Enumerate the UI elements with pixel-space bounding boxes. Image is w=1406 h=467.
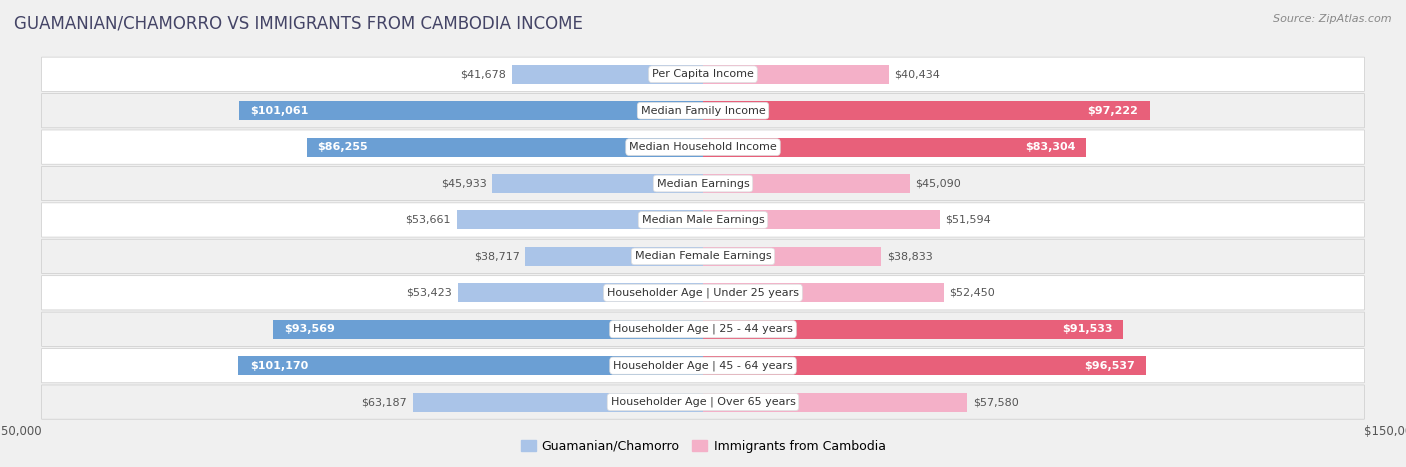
Bar (239, 101, 703, 120)
Text: $53,661: $53,661 (405, 215, 451, 225)
Text: $38,717: $38,717 (474, 251, 520, 262)
Text: $97,222: $97,222 (1087, 106, 1139, 116)
Bar (512, 65, 703, 84)
Text: Median Family Income: Median Family Income (641, 106, 765, 116)
Text: $45,090: $45,090 (915, 178, 962, 189)
Bar (457, 211, 703, 229)
Bar (273, 320, 703, 339)
Bar (703, 320, 1123, 339)
Bar (307, 138, 703, 156)
Text: Source: ZipAtlas.com: Source: ZipAtlas.com (1274, 14, 1392, 24)
FancyBboxPatch shape (42, 385, 1364, 419)
FancyBboxPatch shape (42, 57, 1364, 92)
Text: $63,187: $63,187 (361, 397, 408, 407)
FancyBboxPatch shape (42, 239, 1364, 274)
Text: $53,423: $53,423 (406, 288, 453, 298)
Bar (703, 393, 967, 411)
FancyBboxPatch shape (42, 203, 1364, 237)
FancyBboxPatch shape (42, 93, 1364, 128)
Text: Median Household Income: Median Household Income (628, 142, 778, 152)
Bar (703, 101, 1150, 120)
Text: $40,434: $40,434 (894, 69, 941, 79)
Text: $93,569: $93,569 (284, 324, 335, 334)
Text: Median Earnings: Median Earnings (657, 178, 749, 189)
Bar (526, 247, 703, 266)
FancyBboxPatch shape (42, 276, 1364, 310)
Text: $51,594: $51,594 (945, 215, 991, 225)
Bar (703, 356, 1146, 375)
Text: Householder Age | Under 25 years: Householder Age | Under 25 years (607, 288, 799, 298)
Text: Householder Age | Over 65 years: Householder Age | Over 65 years (610, 397, 796, 407)
Text: $86,255: $86,255 (316, 142, 367, 152)
Bar (703, 247, 882, 266)
Bar (413, 393, 703, 411)
Legend: Guamanian/Chamorro, Immigrants from Cambodia: Guamanian/Chamorro, Immigrants from Camb… (516, 435, 890, 458)
Text: $101,170: $101,170 (250, 361, 308, 371)
Text: $41,678: $41,678 (460, 69, 506, 79)
Text: Householder Age | 45 - 64 years: Householder Age | 45 - 64 years (613, 361, 793, 371)
Text: $91,533: $91,533 (1063, 324, 1114, 334)
Bar (703, 211, 941, 229)
Text: $45,933: $45,933 (440, 178, 486, 189)
FancyBboxPatch shape (42, 166, 1364, 201)
Bar (457, 283, 703, 302)
Text: Median Male Earnings: Median Male Earnings (641, 215, 765, 225)
Bar (703, 283, 943, 302)
Bar (239, 356, 703, 375)
Text: $57,580: $57,580 (973, 397, 1019, 407)
Text: $38,833: $38,833 (887, 251, 932, 262)
FancyBboxPatch shape (42, 130, 1364, 164)
Bar (492, 174, 703, 193)
Text: $96,537: $96,537 (1084, 361, 1135, 371)
Text: Per Capita Income: Per Capita Income (652, 69, 754, 79)
Text: $52,450: $52,450 (949, 288, 995, 298)
Bar (703, 138, 1085, 156)
FancyBboxPatch shape (42, 312, 1364, 347)
Bar (703, 65, 889, 84)
FancyBboxPatch shape (42, 348, 1364, 383)
Text: $101,061: $101,061 (250, 106, 309, 116)
Text: Householder Age | 25 - 44 years: Householder Age | 25 - 44 years (613, 324, 793, 334)
Text: $83,304: $83,304 (1025, 142, 1076, 152)
Bar (703, 174, 910, 193)
Text: GUAMANIAN/CHAMORRO VS IMMIGRANTS FROM CAMBODIA INCOME: GUAMANIAN/CHAMORRO VS IMMIGRANTS FROM CA… (14, 14, 583, 32)
Text: Median Female Earnings: Median Female Earnings (634, 251, 772, 262)
